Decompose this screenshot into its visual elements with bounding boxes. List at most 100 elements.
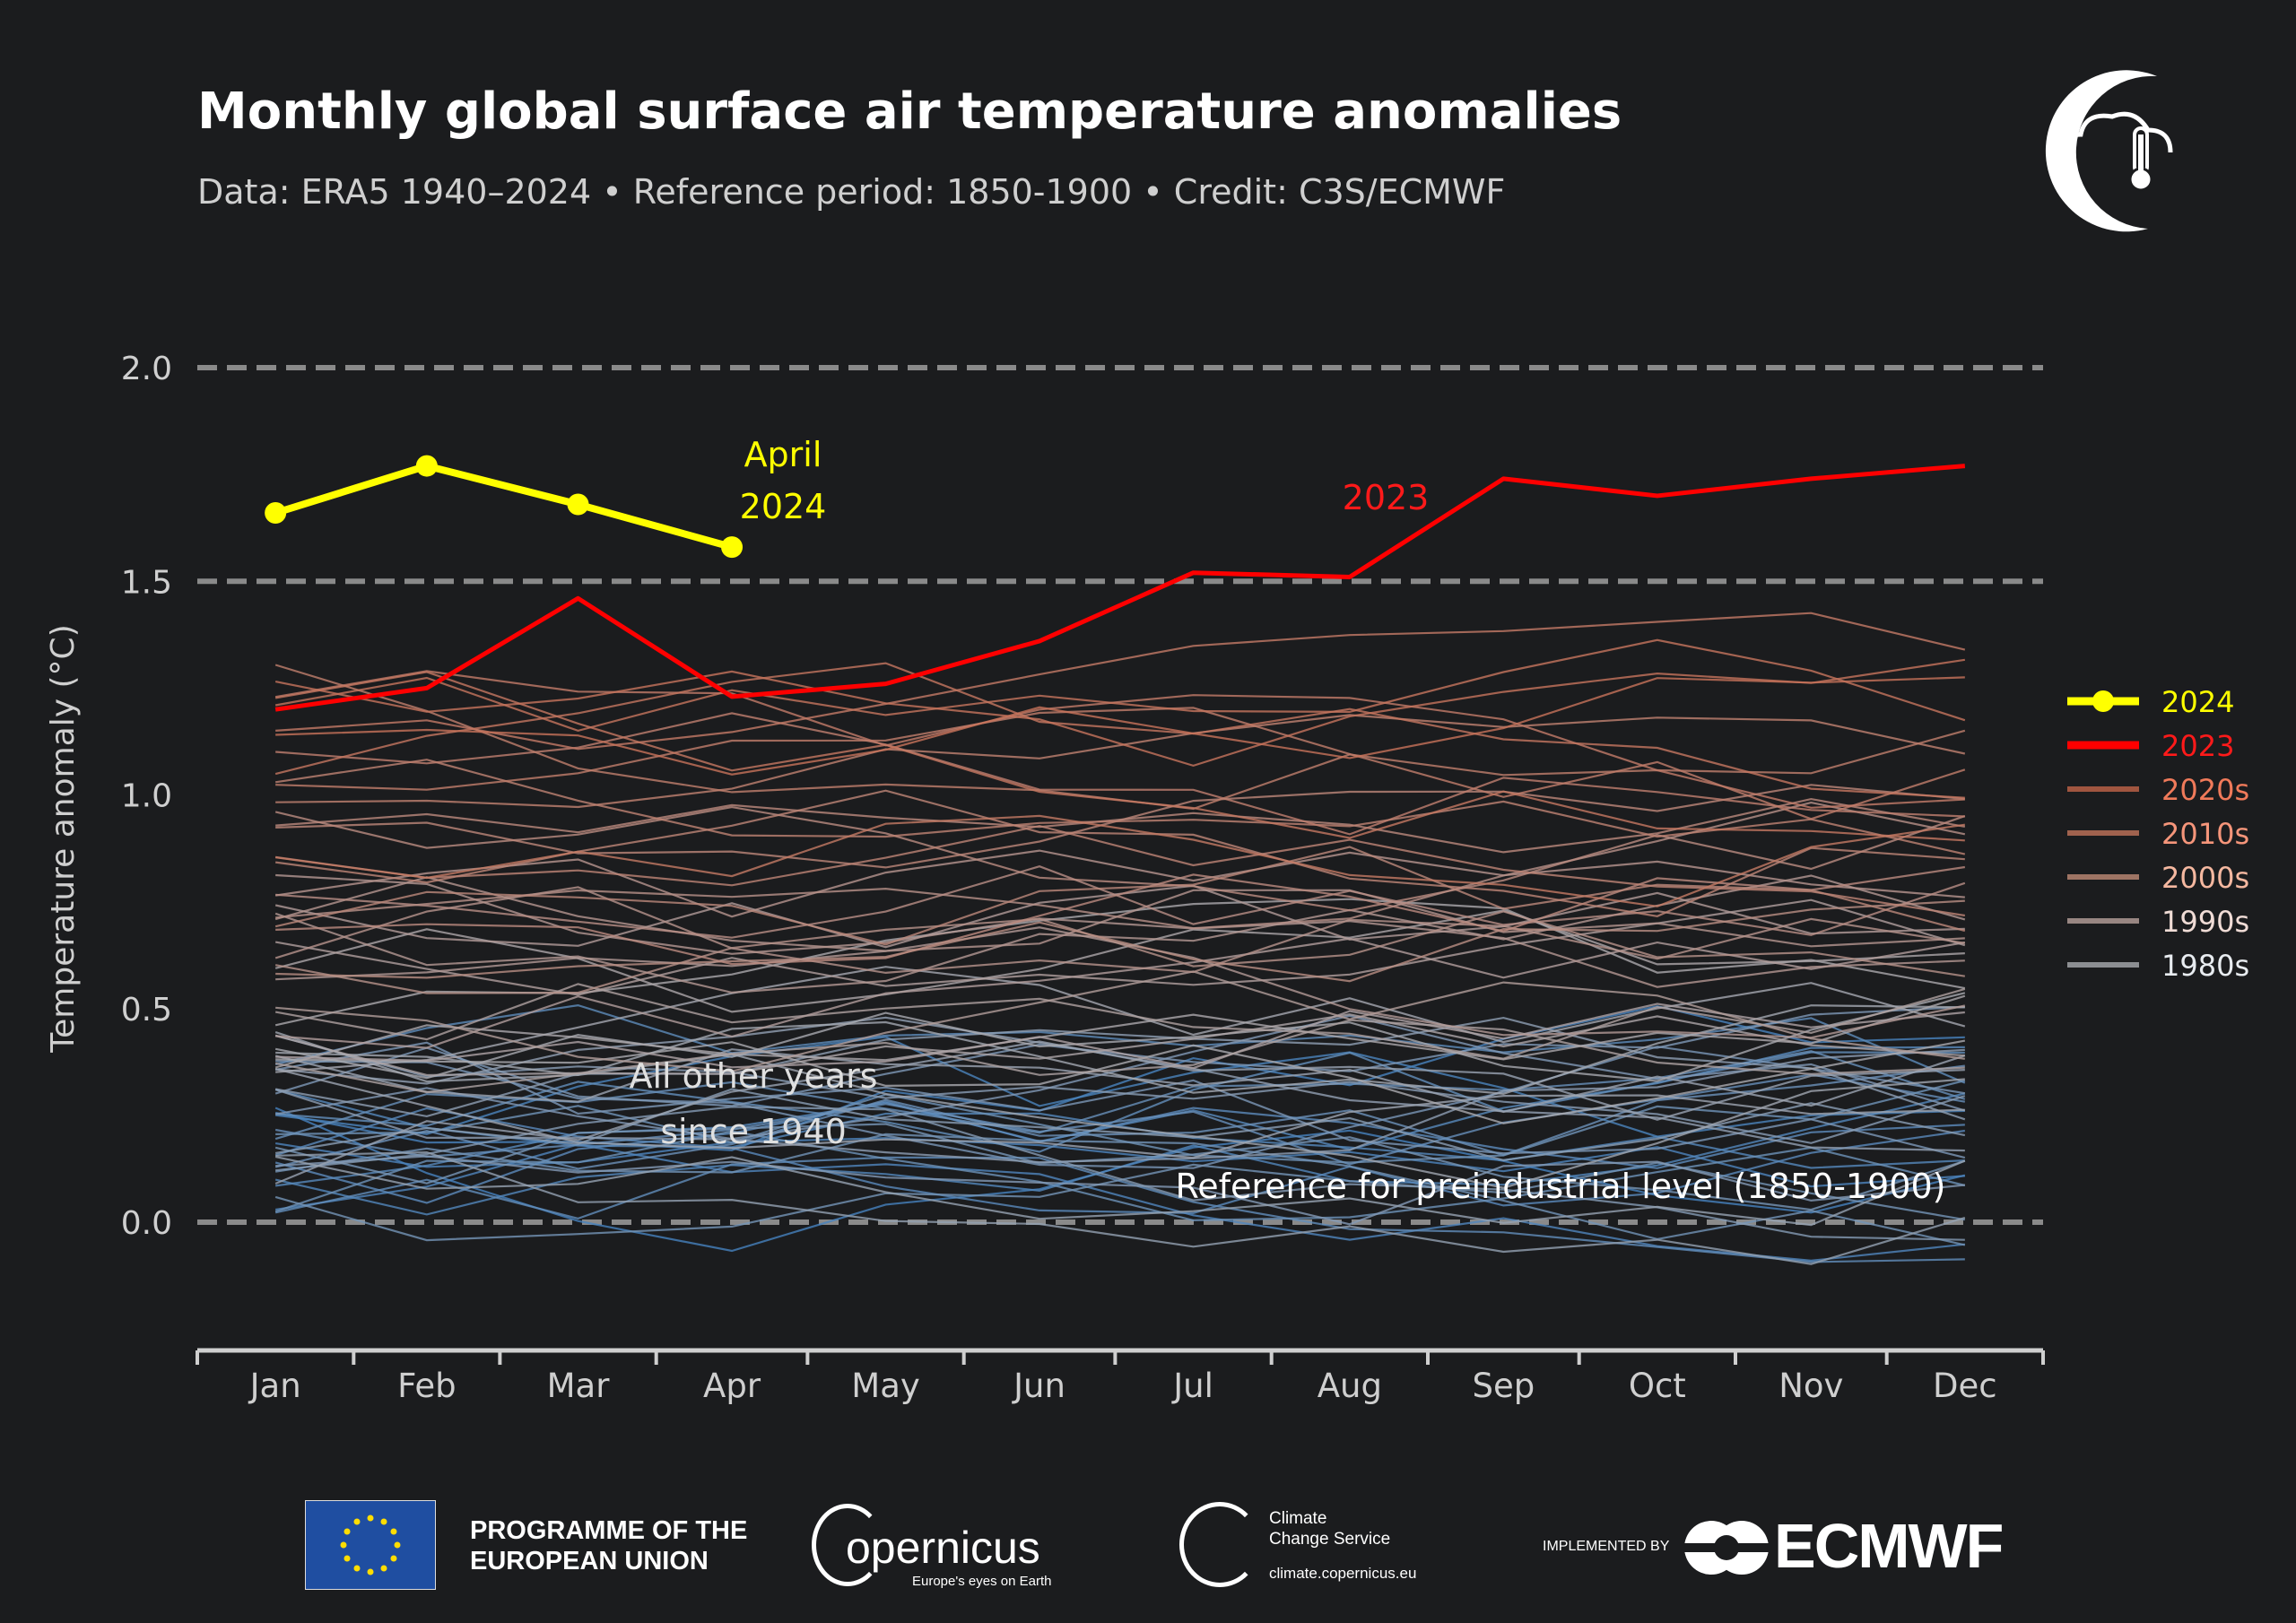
other-year-line (274, 874, 1966, 994)
ecmwf-symbol-icon (1682, 1521, 1771, 1575)
other-year-line (274, 658, 1966, 768)
other-year-line (274, 909, 1965, 1013)
eu-star (390, 1528, 397, 1535)
y-tick-label: 2.0 (121, 351, 172, 387)
legend: 2024 2023 2020s 2010s 2000s 1990s 1980s (2067, 685, 2249, 983)
other-year-line (275, 966, 1966, 1073)
legend-label: 1980s (2161, 949, 2249, 983)
eu-flag-logo (305, 1500, 436, 1590)
other-year-line (275, 801, 1966, 930)
copernicus-wordmark: opernicus (846, 1523, 1040, 1573)
series-2024-point (415, 455, 438, 477)
c3s-url: climate.copernicus.eu (1269, 1565, 1417, 1582)
other-year-line (275, 1004, 1965, 1096)
annotation-reference: Reference for preindustrial level (1850-… (1176, 1167, 1946, 1206)
copernicus-logo: opernicus Europe's eyes on Earth (812, 1502, 1063, 1592)
c3s-logo: Climate Change Service climate.copernicu… (1179, 1502, 1448, 1592)
other-year-line (274, 992, 1966, 1082)
legend-label: 2010s (2161, 817, 2249, 851)
other-year-line (274, 670, 1965, 809)
other-year-line (274, 898, 1966, 996)
eu-star (380, 1518, 387, 1525)
c3s-line1: Climate (1269, 1509, 1327, 1528)
eu-star (344, 1528, 351, 1535)
other-year-line (274, 1013, 1965, 1077)
other-year-line (274, 1048, 1966, 1114)
other-year-line (274, 671, 1965, 842)
x-tick-label: Jul (1171, 1367, 1213, 1405)
other-year-line (275, 707, 1966, 820)
series-2024-point (721, 536, 744, 559)
other-year-line (274, 1092, 1966, 1216)
other-year-line (275, 970, 1965, 1072)
legend-label: 2024 (2161, 685, 2234, 719)
other-year-line (274, 1068, 1965, 1159)
x-tick-label: Feb (397, 1367, 457, 1405)
other-year-line (274, 1100, 1965, 1204)
annotation-2024: 2024 (740, 487, 827, 526)
other-year-line (275, 1150, 1966, 1265)
x-tick-label: Jan (248, 1367, 301, 1405)
legend-label: 1990s (2161, 905, 2249, 939)
chart-title: Monthly global surface air temperature a… (197, 82, 1622, 141)
x-tick-label: Apr (703, 1367, 761, 1405)
other-year-line (275, 1106, 1965, 1241)
other-year-line (275, 1002, 1965, 1070)
eu-star (367, 1515, 374, 1522)
x-tick-label: Aug (1318, 1367, 1382, 1405)
y-axis-label: Temperature anomaly (°C) (45, 624, 82, 1054)
other-year-line (274, 1034, 1966, 1144)
other-year-line (275, 797, 1966, 854)
annotation-other-years-2: since 1940 (660, 1112, 847, 1151)
other-year-line (275, 1079, 1966, 1164)
eu-star (394, 1541, 401, 1549)
y-tick-label: 1.5 (121, 564, 172, 601)
other-year-line (275, 612, 1966, 751)
x-tick-label: Oct (1629, 1367, 1686, 1405)
eu-star (344, 1555, 351, 1562)
eu-star (367, 1568, 374, 1575)
x-tick-label: Nov (1779, 1367, 1843, 1405)
legend-label: 2023 (2161, 729, 2234, 763)
other-year-line (275, 824, 1966, 917)
x-tick-label: Mar (547, 1367, 611, 1405)
chart-plot: 0.0 0.5 1.0 1.5 2.0 Jan Feb Mar Apr May Jun Jul Aug… (45, 351, 2249, 1405)
other-year-line (275, 1046, 1966, 1169)
series-2024-line (274, 462, 734, 551)
other-year-line (275, 873, 1965, 988)
series-2024-point (567, 493, 589, 516)
other-year-line (275, 714, 1966, 809)
other-year-line (275, 865, 1966, 966)
other-year-line (274, 1019, 1965, 1094)
y-tick-label: 1.0 (121, 778, 172, 815)
other-year-line (274, 638, 1966, 733)
c3s-line2: Change Service (1269, 1530, 1391, 1549)
other-year-line (275, 1155, 1965, 1226)
series-2024-point (265, 502, 287, 525)
other-year-line (274, 662, 1965, 799)
other-year-line (274, 886, 1966, 975)
other-year-line (274, 994, 1966, 1069)
series-2023-line (274, 464, 1966, 712)
x-tick-label: Jun (1012, 1367, 1065, 1405)
other-year-line (274, 910, 1966, 994)
other-year-line (274, 846, 1966, 946)
other-year-line (274, 805, 1966, 912)
legend-label: 2000s (2161, 861, 2249, 895)
other-year-line (274, 1041, 1966, 1159)
eu-star (340, 1541, 347, 1549)
other-year-line (275, 1039, 1966, 1124)
other-year-line (275, 937, 1966, 1049)
eu-star (353, 1565, 361, 1572)
other-year-line (274, 1088, 1966, 1162)
legend-marker (2092, 690, 2114, 712)
other-year-line (274, 1016, 1966, 1121)
y-tick-label: 0.5 (121, 992, 172, 1028)
annotation-april: April (744, 435, 822, 474)
copernicus-tagline: Europe's eyes on Earth (912, 1574, 1052, 1589)
other-year-line (274, 759, 1966, 855)
x-tick-label: May (851, 1367, 920, 1405)
implemented-by-text: IMPLEMENTED BY (1543, 1539, 1670, 1554)
ecmwf-wordmark: ECMWF (1774, 1511, 2004, 1581)
other-year-line (274, 1107, 1966, 1215)
